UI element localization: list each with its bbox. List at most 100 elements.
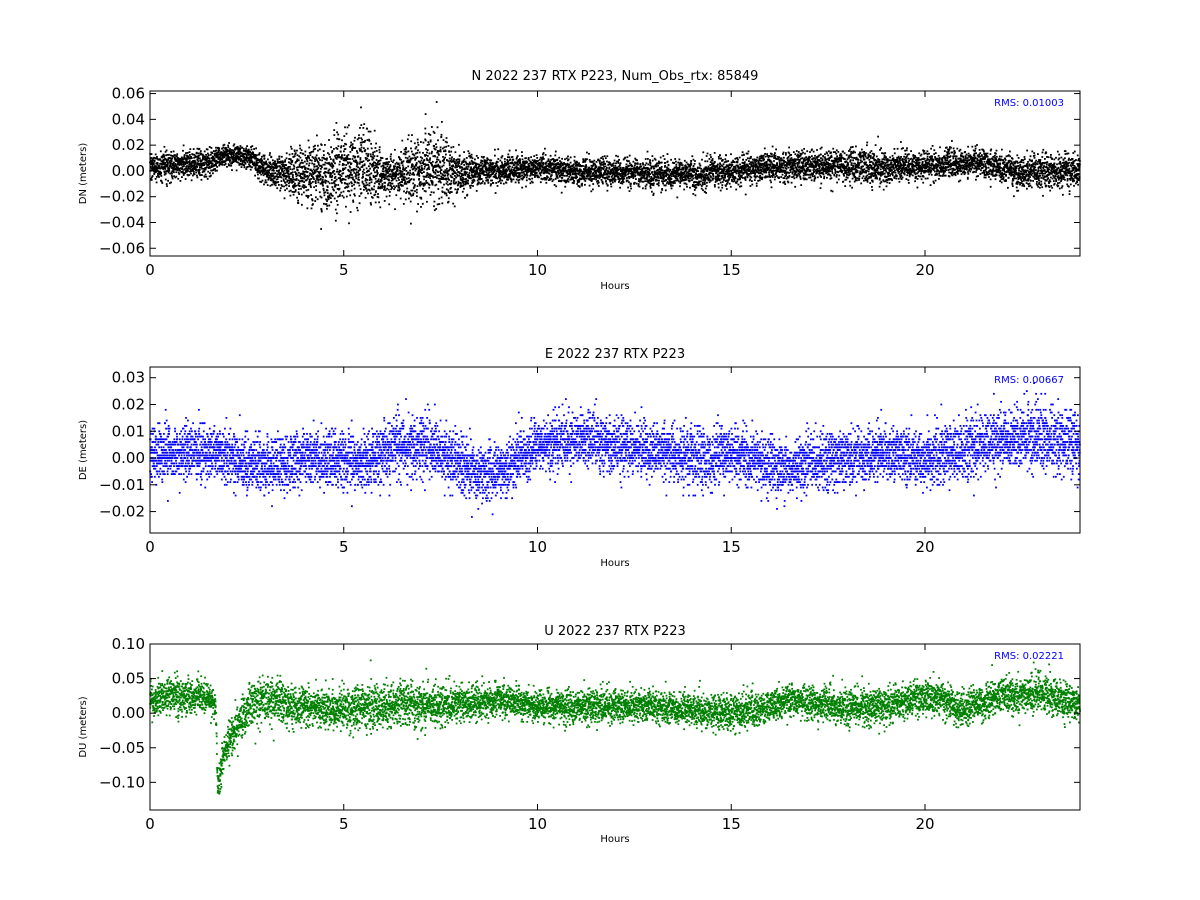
- data-point: [530, 182, 532, 184]
- data-point: [316, 165, 318, 167]
- data-point: [470, 177, 472, 179]
- data-point: [176, 155, 178, 157]
- data-point: [171, 160, 173, 162]
- data-point: [417, 142, 419, 144]
- data-point: [437, 164, 439, 166]
- data-point: [430, 140, 432, 142]
- data-point: [402, 171, 404, 173]
- data-point: [526, 177, 528, 179]
- data-point: [440, 136, 442, 138]
- data-point: [330, 201, 332, 203]
- data-point: [515, 162, 517, 164]
- data-point: [525, 157, 527, 159]
- data-point: [349, 183, 351, 185]
- data-point: [463, 188, 465, 190]
- data-point: [501, 157, 503, 159]
- data-point: [425, 148, 427, 150]
- data-point: [437, 188, 439, 190]
- data-point: [330, 146, 332, 148]
- data-point: [292, 174, 294, 176]
- data-point: [417, 139, 419, 141]
- data-point: [413, 193, 415, 195]
- data-point: [421, 172, 423, 174]
- data-point: [442, 187, 444, 189]
- data-point: [455, 181, 457, 183]
- data-point: [470, 163, 472, 165]
- data-point: [211, 152, 213, 154]
- data-point: [452, 177, 454, 179]
- data-point: [511, 179, 513, 181]
- data-point: [225, 147, 227, 149]
- data-point: [269, 162, 271, 164]
- data-point: [352, 177, 354, 179]
- data-point: [464, 171, 466, 173]
- data-point: [215, 149, 217, 151]
- data-point: [219, 150, 221, 152]
- data-point: [383, 171, 385, 173]
- data-point: [231, 169, 233, 171]
- data-point: [292, 191, 294, 193]
- data-point: [396, 185, 398, 187]
- data-point: [311, 170, 313, 172]
- data-point: [536, 172, 538, 174]
- data-point: [540, 162, 542, 164]
- data-point: [171, 157, 173, 159]
- data-point: [626, 177, 628, 179]
- data-point: [225, 163, 227, 165]
- data-point: [207, 149, 209, 151]
- data-point: [410, 140, 412, 142]
- data-point: [358, 176, 360, 178]
- data-point: [344, 126, 346, 128]
- data-point: [222, 147, 224, 149]
- data-point: [266, 181, 268, 183]
- data-point: [164, 162, 166, 164]
- data-point: [406, 188, 408, 190]
- data-point: [251, 166, 253, 168]
- data-point: [359, 161, 361, 163]
- data-point: [390, 156, 392, 158]
- data-point: [574, 160, 576, 162]
- data-point: [425, 180, 427, 182]
- data-point: [417, 185, 419, 187]
- data-point: [429, 177, 431, 179]
- data-point: [307, 160, 309, 162]
- data-point: [416, 152, 418, 154]
- data-point: [433, 205, 435, 207]
- data-point: [599, 160, 601, 162]
- data-point: [386, 158, 388, 160]
- data-point: [466, 157, 468, 159]
- data-point: [475, 165, 477, 167]
- data-point: [598, 171, 600, 173]
- data-point: [332, 150, 334, 152]
- data-point: [554, 155, 556, 157]
- data-point: [310, 186, 312, 188]
- data-point: [357, 152, 359, 154]
- data-point: [384, 187, 386, 189]
- data-point: [361, 192, 363, 194]
- data-point: [279, 190, 281, 192]
- data-point: [521, 151, 523, 153]
- data-point: [163, 161, 165, 163]
- data-point: [405, 153, 407, 155]
- data-point: [338, 154, 340, 156]
- data-point: [167, 159, 169, 161]
- data-point: [171, 173, 173, 175]
- data-point: [443, 165, 445, 167]
- data-point: [416, 189, 418, 191]
- data-point: [619, 187, 621, 189]
- data-point: [389, 191, 391, 193]
- data-point: [154, 160, 156, 162]
- data-point: [261, 156, 263, 158]
- data-point: [422, 169, 424, 171]
- data-point: [409, 181, 411, 183]
- data-point: [418, 175, 420, 177]
- data-point: [361, 139, 363, 141]
- data-point: [363, 189, 365, 191]
- data-point: [561, 177, 563, 179]
- data-point: [457, 158, 459, 160]
- data-point: [445, 193, 447, 195]
- data-point: [228, 142, 230, 144]
- data-point: [379, 163, 381, 165]
- data-point: [421, 165, 423, 167]
